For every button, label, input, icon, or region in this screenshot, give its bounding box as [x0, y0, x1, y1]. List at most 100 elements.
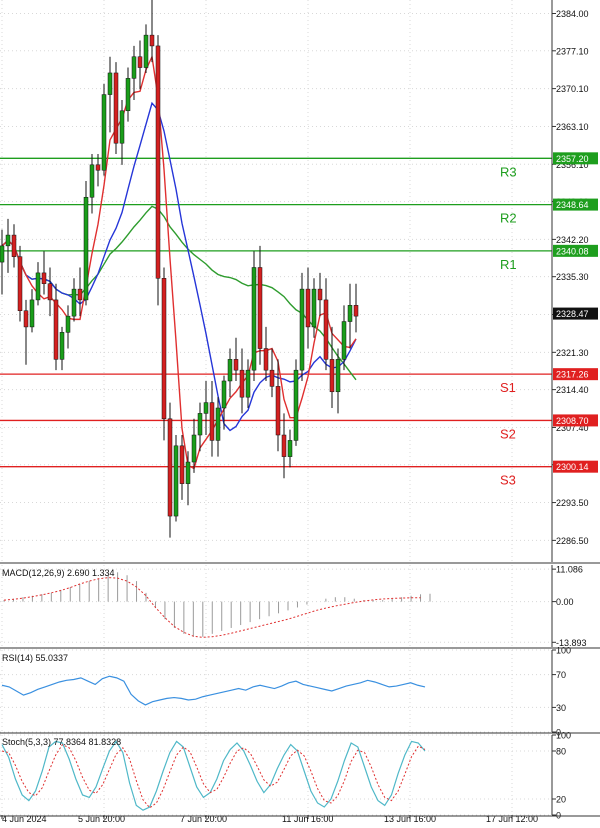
candle-up — [65, 315, 71, 333]
candle-down — [275, 386, 281, 436]
price-tag-bg — [553, 307, 598, 320]
candle-up — [119, 110, 125, 144]
candle-down — [257, 267, 263, 349]
candle-up — [89, 164, 95, 198]
level-tag-bg — [553, 368, 598, 381]
level-tag-bg — [553, 414, 598, 427]
candle-up — [335, 359, 341, 393]
candle-up — [29, 299, 35, 328]
candle-down — [317, 288, 323, 301]
level-tag-bg — [553, 460, 598, 473]
level-label-r1: R1 — [500, 257, 517, 272]
time-tick-label: 5 Jun 20:00 — [78, 814, 125, 824]
candle-down — [263, 348, 269, 371]
candle-up — [293, 369, 299, 441]
rsi-plot — [1, 675, 426, 706]
candle-up — [5, 234, 11, 247]
candle-down — [353, 305, 359, 317]
candle-up — [341, 321, 347, 360]
candle-up — [173, 445, 179, 517]
stoch-panel: 10080200 Stoch(5,3,3) 77.8364 81.8328 — [0, 731, 571, 821]
level-tags: 2357.20 2348.64 2340.08 2317.26 2308.70 2300.… — [553, 152, 598, 473]
candle-down — [161, 278, 167, 420]
candle-down — [95, 164, 101, 171]
candle-down — [23, 310, 29, 328]
macd-panel: 11.086 0.00 -13.893 MACD(12,26,9) 2.690 1.… — [0, 565, 587, 648]
candle-down — [209, 402, 215, 441]
stoch-d-line — [1, 743, 426, 809]
price-tick-label: 2293.50 — [556, 498, 589, 508]
macd-tick-label: 11.086 — [556, 565, 583, 575]
level-label-r2: R2 — [500, 211, 517, 226]
time-tick-label: 7 Jun 20:00 — [180, 814, 227, 824]
stoch-plot — [1, 740, 426, 811]
rsi-panel: 10070300 RSI(14) 55.0337 — [0, 646, 571, 738]
candle-up — [191, 434, 197, 463]
price-tick-label: 2335.30 — [556, 272, 589, 282]
level-tag-value: 2300.14 — [556, 462, 589, 472]
candles — [0, 0, 359, 538]
candle-up — [131, 56, 137, 79]
macd-signal-line — [3, 577, 421, 638]
candle-down — [269, 369, 275, 387]
level-label-s1: S1 — [500, 380, 516, 395]
macd-label: MACD(12,26,9) 2.690 1.334 — [2, 568, 115, 578]
support-resistance-levels: R3 R2 R1 S1 S2 S3 — [0, 157, 552, 488]
price-tick-label: 2314.40 — [556, 385, 589, 395]
candle-down — [77, 288, 83, 301]
price-tick-label: 2307.40 — [556, 423, 589, 433]
candle-up — [71, 288, 77, 317]
price-tick-label: 2356.10 — [556, 160, 589, 170]
stoch-grid — [0, 734, 552, 816]
price-plot-area — [0, 0, 552, 562]
rsi-tick-label: 70 — [556, 670, 566, 680]
price-tag-value: 2328.47 — [556, 309, 589, 319]
rsi-line — [1, 675, 426, 706]
price-tick-label: 2377.10 — [556, 46, 589, 56]
candle-down — [113, 72, 119, 144]
price-tick-label: 2363.10 — [556, 122, 589, 132]
candle-up — [287, 440, 293, 457]
level-label-s2: S2 — [500, 426, 516, 441]
candle-up — [299, 288, 305, 371]
price-tick-label: 2342.20 — [556, 235, 589, 245]
stoch-tick-label: 20 — [556, 795, 566, 805]
rsi-tick-label: 30 — [556, 703, 566, 713]
candle-up — [83, 196, 89, 301]
macd-plot — [3, 572, 431, 638]
candle-down — [179, 445, 185, 484]
stoch-k-line — [1, 740, 426, 811]
candle-up — [215, 407, 221, 441]
level-label-s3: S3 — [500, 473, 516, 488]
price-tick-label: 2370.10 — [556, 84, 589, 94]
candle-down — [41, 272, 47, 284]
macd-grid — [0, 568, 552, 643]
candle-down — [305, 288, 311, 328]
level-tag-value: 2317.26 — [556, 370, 589, 380]
level-tag-value: 2357.20 — [556, 154, 589, 164]
price-tick-label: 2286.50 — [556, 536, 589, 546]
candle-up — [221, 380, 227, 409]
rsi-label: RSI(14) 55.0337 — [2, 653, 68, 663]
level-tag-value: 2308.70 — [556, 416, 589, 426]
candle-up — [197, 413, 203, 436]
candle-up — [203, 402, 209, 414]
level-label-r3: R3 — [500, 164, 517, 179]
time-tick-label: 13 Jun 16:00 — [384, 814, 436, 824]
candle-up — [101, 94, 107, 171]
macd-axis: 11.086 0.00 -13.893 — [552, 565, 587, 648]
candle-up — [59, 332, 65, 360]
candle-up — [0, 245, 5, 263]
candle-down — [53, 299, 59, 360]
price-tick-label: 2321.30 — [556, 348, 589, 358]
stoch-label: Stoch(5,3,3) 77.8364 81.8328 — [2, 737, 121, 747]
stoch-tick-label: 80 — [556, 747, 566, 757]
price-tick-label: 2384.00 — [556, 9, 589, 19]
candle-down — [137, 56, 143, 68]
level-tag-value: 2340.08 — [556, 246, 589, 256]
rsi-grid — [0, 649, 552, 733]
candle-down — [329, 359, 335, 393]
candle-up — [347, 305, 353, 322]
candle-down — [11, 234, 17, 257]
